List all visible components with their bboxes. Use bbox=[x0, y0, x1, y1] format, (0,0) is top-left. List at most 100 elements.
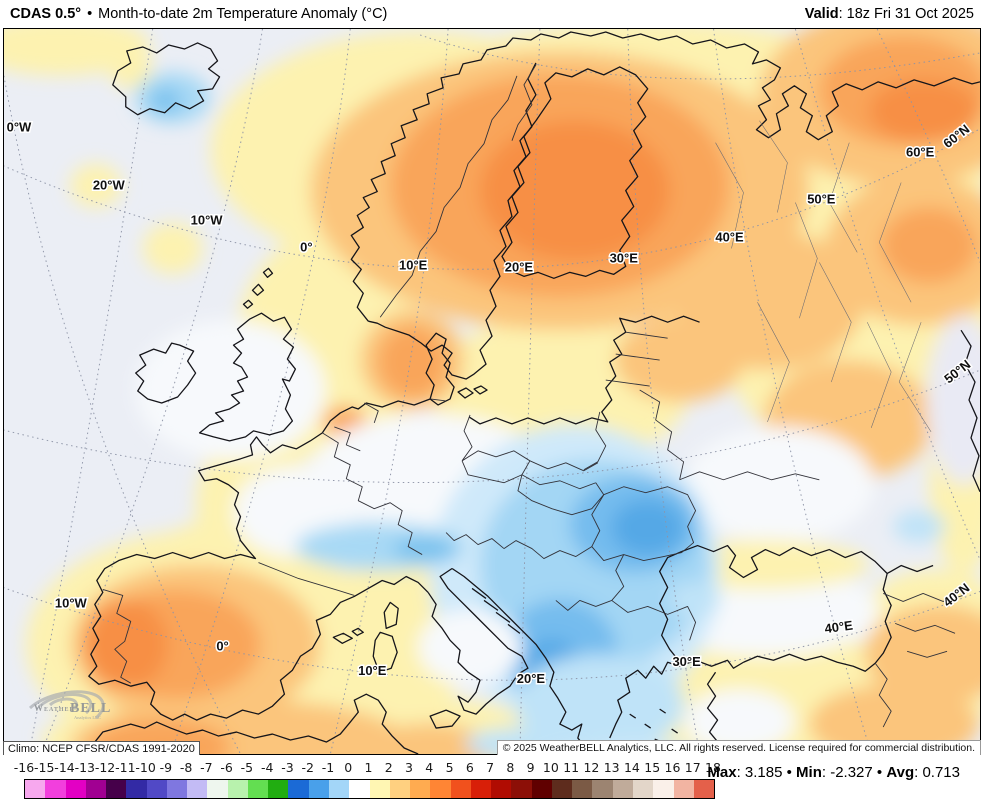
country-borders bbox=[102, 64, 964, 728]
graticule-label: 30°E bbox=[672, 654, 701, 669]
anomaly-shading bbox=[4, 29, 980, 754]
colorbar-tick-label: 0 bbox=[344, 760, 353, 775]
product-title: Month-to-date 2m Temperature Anomaly (°C… bbox=[98, 6, 388, 22]
colorbar-cell bbox=[187, 780, 208, 798]
colorbar-cell bbox=[612, 780, 633, 798]
colorbar-cell bbox=[308, 780, 329, 798]
colorbar-cell bbox=[511, 780, 532, 798]
max-label: Max bbox=[707, 764, 737, 781]
swirl-icon bbox=[28, 690, 105, 720]
model-name: CDAS 0.5° bbox=[10, 6, 82, 22]
colorbar-tick-label: -9 bbox=[159, 760, 173, 775]
colorbar-tick-label: 11 bbox=[563, 760, 580, 775]
logo-text-weather: Weather bbox=[34, 703, 75, 713]
colorbar-cell bbox=[653, 780, 674, 798]
colorbar-tick-label: 17 bbox=[684, 760, 701, 775]
colorbar-cell bbox=[126, 780, 147, 798]
graticule bbox=[4, 29, 980, 754]
avg-label: Avg bbox=[886, 764, 915, 781]
colorbar-tick-label: -6 bbox=[220, 760, 233, 775]
colorbar-cell bbox=[389, 780, 411, 798]
colorbar-tick-label: -5 bbox=[240, 760, 254, 775]
colorbar-tick-label: 12 bbox=[583, 760, 600, 775]
graticule-label: 30°E bbox=[610, 250, 639, 265]
europe-anomaly-map: 0°W20°W10°W0°10°E 20°E30°E40°E50°E60°E60°… bbox=[4, 29, 980, 754]
climo-note: Climo: NCEP CFSR/CDAS 1991-2020 bbox=[3, 741, 200, 757]
colorbar-cell bbox=[572, 780, 593, 798]
colorbar-tick-label: 10 bbox=[542, 760, 559, 775]
graticule-label: 40°E bbox=[715, 229, 744, 244]
min-value: : -2.327 bbox=[821, 764, 873, 781]
graticule-label: 10°E bbox=[358, 663, 387, 678]
coastlines bbox=[86, 31, 980, 754]
logo-text-bell: BELL bbox=[70, 701, 111, 716]
field-stats: Max: 3.185 • Min: -2.327 • Avg: 0.713 bbox=[707, 764, 960, 781]
colorbar-tick-label: -16 bbox=[13, 760, 35, 775]
colorbar-cell bbox=[247, 780, 269, 798]
colorbar-tick-label: -4 bbox=[260, 760, 274, 775]
colorbar-tick-label: 8 bbox=[506, 760, 515, 775]
colorbar-cell bbox=[166, 780, 188, 798]
colorbar-tick-label: -11 bbox=[115, 760, 136, 775]
stats-bullet: • bbox=[782, 764, 797, 781]
colorbar-tick-label: 1 bbox=[364, 760, 373, 775]
colorbar-tick-label: 18 bbox=[705, 760, 721, 775]
colorbar-ticks: -16 -15 -14 -13 -12 -11 -10 -9 -8 -7 -6 -5 -4 -3 -2 -1 0… bbox=[14, 760, 721, 775]
colorbar-tick-label: 5 bbox=[445, 760, 454, 775]
colorbar-cell bbox=[693, 780, 715, 798]
colorbar-cell bbox=[410, 780, 431, 798]
graticule-label: 20°E bbox=[517, 671, 546, 686]
map-canvas: 0°W 20°W 10°W 0° 10°E 20°E 30°E 40°E 50°E 60°E 60°… bbox=[3, 28, 981, 757]
colorbar-cell bbox=[673, 780, 694, 798]
colorbar-cell bbox=[45, 780, 66, 798]
colorbar-tick-label: -14 bbox=[54, 760, 75, 775]
colorbar-cell bbox=[65, 780, 86, 798]
colorbar-cell bbox=[146, 780, 167, 798]
colorbar-cell bbox=[470, 780, 492, 798]
colorbar-tick-label: -15 bbox=[34, 760, 55, 775]
colorbar-tick-label: 14 bbox=[623, 760, 640, 775]
colorbar-cell bbox=[450, 780, 471, 798]
colorbar-tick-label: 15 bbox=[644, 760, 661, 775]
colorbar-cell bbox=[85, 780, 107, 798]
logo-text-sub: Analytics LLC bbox=[74, 715, 101, 720]
colorbar-cell bbox=[632, 780, 654, 798]
colorbar bbox=[24, 779, 715, 799]
graticule-label: 40°E bbox=[824, 617, 854, 636]
colorbar-tick-label: 3 bbox=[405, 760, 413, 775]
valid-time: Valid: 18z Fri 31 Oct 2025 bbox=[805, 6, 974, 22]
graticule-label: 0° bbox=[216, 638, 228, 653]
graticule-label: 0° bbox=[300, 239, 312, 254]
colorbar-cell bbox=[227, 780, 248, 798]
colorbar-cell bbox=[531, 780, 552, 798]
max-value: : 3.185 bbox=[736, 764, 783, 781]
colorbar-tick-label: -3 bbox=[281, 760, 294, 775]
colorbar-cell bbox=[25, 780, 46, 798]
colorbar-tick-label: 2 bbox=[384, 760, 393, 775]
valid-value: : 18z Fri 31 Oct 2025 bbox=[838, 6, 974, 22]
colorbar-cell bbox=[592, 780, 613, 798]
colorbar-tick-label: 16 bbox=[664, 760, 681, 775]
colorbar-cell bbox=[207, 780, 228, 798]
graticule-label: 50°E bbox=[807, 192, 836, 207]
graticule-label: 10°E bbox=[399, 257, 428, 272]
weatherbell-logo: Weather BELL Analytics LLC bbox=[12, 678, 122, 736]
valid-label: Valid bbox=[804, 6, 839, 22]
min-label: Min bbox=[796, 764, 822, 781]
colorbar-cell bbox=[551, 780, 573, 798]
colorbar-cell bbox=[268, 780, 289, 798]
colorbar-cell bbox=[328, 780, 350, 798]
map-title: CDAS 0.5° • Month-to-date 2m Temperature A… bbox=[10, 6, 387, 22]
colorbar-tick-label: -1 bbox=[321, 760, 335, 775]
weatherbell-logo-graphic: Weather BELL Analytics LLC bbox=[28, 690, 111, 720]
colorbar-tick-label: -2 bbox=[301, 760, 314, 775]
colorbar-tick-label: 7 bbox=[486, 760, 495, 775]
colorbar-tick-label: -7 bbox=[200, 760, 213, 775]
copyright-note: © 2025 WeatherBELL Analytics, LLC. All r… bbox=[496, 740, 981, 756]
colorbar-tick-label: -13 bbox=[74, 760, 95, 775]
avg-value: : 0.713 bbox=[914, 764, 960, 781]
colorbar-cell bbox=[106, 780, 127, 798]
colorbar-tick-label: -12 bbox=[94, 760, 116, 775]
graticule-label: 20°W bbox=[93, 178, 126, 193]
